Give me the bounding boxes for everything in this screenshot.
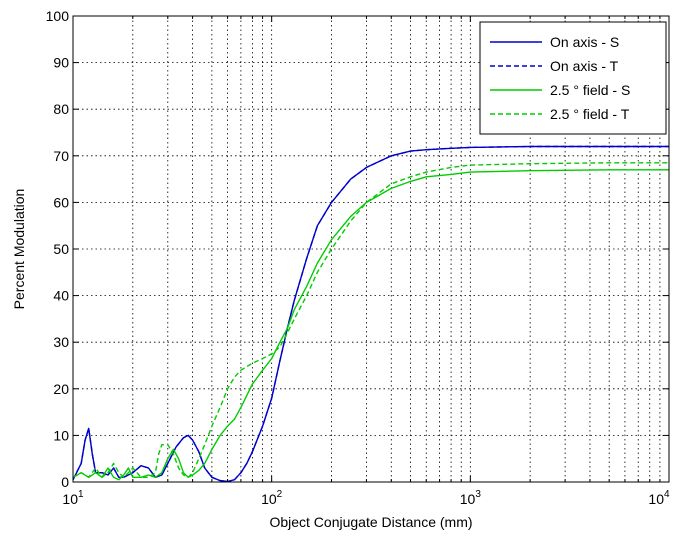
y-tick-label: 90 [53,55,69,71]
y-tick-label: 30 [53,334,69,350]
y-tick-label: 100 [46,8,70,24]
legend-label: 2.5 ° field - S [550,82,630,98]
series-line [72,162,669,478]
legend-box [479,21,667,135]
y-tick-label: 50 [53,241,69,257]
y-axis-label: Percent Modulation [11,189,27,310]
legend-label: On axis - S [550,34,619,50]
ticks [72,15,669,483]
y-tick-label: 70 [53,148,69,164]
x-tick-label: 101 [62,489,84,507]
y-tick-label: 0 [61,474,69,490]
y-tick-label: 20 [53,381,69,397]
y-tick-label: 60 [53,194,69,210]
x-tick-label: 102 [261,489,283,507]
y-tick-label: 40 [53,288,69,304]
legend-label: On axis - T [550,58,619,74]
tick-labels: 0 10 20 30 40 50 60 70 80 90 100 101 102 103 104 [46,8,670,507]
series-layer [72,145,669,483]
legend: On axis - S On axis - T 2.5 ° field - S 2.5… [479,21,667,135]
y-tick-label: 80 [53,101,69,117]
x-tick-label: 103 [460,489,482,507]
legend-label: 2.5 ° field - T [550,106,630,122]
x-tick-label: 104 [648,489,670,507]
y-tick-label: 10 [53,427,69,443]
x-axis-label: Object Conjugate Distance (mm) [269,514,472,530]
series-line [72,145,669,483]
